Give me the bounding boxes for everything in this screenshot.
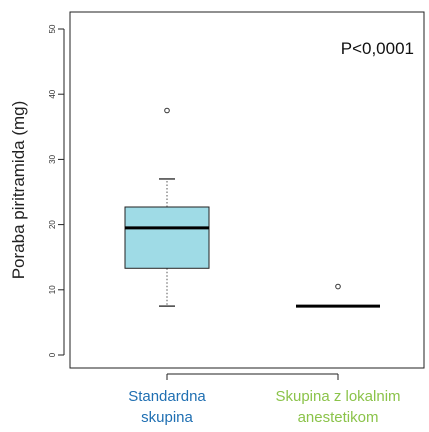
category-labels: Standardna skupina Skupina z lokalnim anest… bbox=[128, 388, 400, 426]
y-tick-label-0: 0 bbox=[48, 352, 57, 357]
group-1-box bbox=[124, 206, 210, 269]
category-label-1-line-2: skupina bbox=[141, 409, 193, 426]
y-tick-label-50: 50 bbox=[48, 24, 57, 33]
category-label-2-line-1: Skupina z lokalnim bbox=[275, 388, 400, 405]
y-tick-label-10: 10 bbox=[48, 285, 57, 294]
boxes-group bbox=[124, 107, 380, 308]
y-tick-label-30: 30 bbox=[48, 154, 57, 163]
y-tick-label-40: 40 bbox=[48, 89, 57, 98]
group-2-outlier-1 bbox=[335, 283, 341, 290]
x-axis bbox=[166, 373, 339, 380]
y-axis-label: Poraba piritramida (mg) bbox=[9, 101, 28, 280]
y-axis-ticks: 0 10 20 30 40 50 bbox=[48, 24, 64, 357]
y-tick-label-20: 20 bbox=[48, 220, 57, 229]
plot-frame bbox=[69, 11, 425, 369]
category-label-2-line-2: anestetikom bbox=[298, 409, 379, 426]
p-value-annotation: P<0,0001 bbox=[341, 39, 414, 58]
category-label-1-line-1: Standardna bbox=[128, 388, 206, 405]
group-1-outlier-1 bbox=[164, 107, 170, 114]
